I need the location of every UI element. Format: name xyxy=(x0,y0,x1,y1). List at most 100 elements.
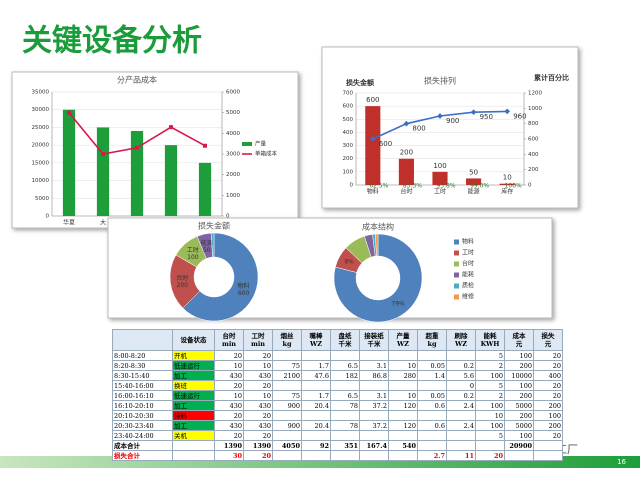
table-cell: 20 xyxy=(214,410,244,421)
y-tick-label: 700 xyxy=(343,91,354,97)
header-cell: 成本 元 xyxy=(504,329,534,351)
header-cell: 烟丝 kg xyxy=(272,329,302,351)
table-cell xyxy=(446,410,476,421)
table-cell: 低速运行 xyxy=(172,360,215,371)
y-tick-label: 5000 xyxy=(35,196,49,202)
donut-slice xyxy=(333,233,423,323)
table-cell: 20 xyxy=(214,350,244,361)
header-cell: 能耗 KWH xyxy=(475,329,505,351)
table-cell: 5 xyxy=(475,430,505,441)
chart-title: 损失金额 xyxy=(198,221,230,231)
table-cell: 20 xyxy=(533,350,563,361)
y2-tick-label: 1000 xyxy=(226,193,240,199)
x-tick-label: 库存 xyxy=(501,188,513,196)
legend-label: 维修 xyxy=(462,293,474,301)
table-cell: 低速运行 xyxy=(172,390,215,401)
y2-tick-label: 400 xyxy=(528,152,539,158)
donut-slice xyxy=(210,232,215,258)
table-cell xyxy=(359,410,389,421)
y-tick-label: 10000 xyxy=(32,178,50,184)
y2-tick-label: 0 xyxy=(226,214,230,220)
table-cell: 900 xyxy=(272,420,302,431)
table-row: 8:20-8:30 低速运行 10 10 75 1.7 6.5 3.1 10 0.05 0.2 2 20… xyxy=(112,360,563,371)
line-marker xyxy=(169,125,173,130)
table-cell: 430 xyxy=(243,420,273,431)
table-cell: 20 xyxy=(533,430,563,441)
legend-swatch xyxy=(454,272,459,278)
x-tick-label: 台时 xyxy=(400,188,412,196)
header-cell: 盘纸 千米 xyxy=(330,329,360,351)
table-cell: 16:10-20:10 xyxy=(112,400,173,411)
bar-value-label: 200 xyxy=(400,149,413,157)
table-cell: 120 xyxy=(388,400,418,411)
header-cell: 接装纸 千米 xyxy=(359,329,389,351)
x-tick-label: 物料 xyxy=(367,188,379,196)
slice-label: 79% xyxy=(392,301,406,308)
table-cell: 10 xyxy=(243,390,273,401)
table-cell: 20 xyxy=(243,350,273,361)
chart-title: 分产品成本 xyxy=(117,75,157,85)
y2-tick-label: 2000 xyxy=(226,172,240,178)
y2-tick-label: 5000 xyxy=(226,110,240,116)
table-cell: 92 xyxy=(301,440,331,451)
table-cell: 20 xyxy=(533,360,563,371)
table-cell: 20 xyxy=(214,380,244,391)
bar xyxy=(398,158,414,185)
table-cell: 10 xyxy=(388,390,418,401)
page-number: 16 xyxy=(617,458,626,466)
y-tick-label: 35000 xyxy=(32,90,50,96)
table-cell: 20 xyxy=(243,430,273,441)
line-marker xyxy=(203,143,207,148)
y2-tick-label: 600 xyxy=(528,137,539,143)
table-cell: 换班 xyxy=(172,380,215,391)
header-cell: 产量 WZ xyxy=(388,329,418,351)
table-cell: 5000 xyxy=(504,420,534,431)
table-cell xyxy=(417,440,447,451)
chart-panel xyxy=(11,71,299,229)
table-cell: 20 xyxy=(243,380,273,391)
table-cell: 430 xyxy=(243,400,273,411)
header-cell: 损失 元 xyxy=(533,329,563,351)
table-cell: 8:20-8:30 xyxy=(112,360,173,371)
header-row: 设备状态 台时 min 工时 min 烟丝 kg 嘴棒 WZ 盘纸 千米 接装纸 千米 产量 … xyxy=(112,329,563,351)
bar xyxy=(96,127,110,216)
table-cell: 100 xyxy=(475,400,505,411)
legend-label: 单箱成本 xyxy=(255,150,278,158)
table-cell: 待料 xyxy=(172,410,215,421)
table-cell xyxy=(272,350,302,361)
table-cell: 30 xyxy=(214,450,244,461)
table-cell xyxy=(330,410,360,421)
annotation: 83.3% xyxy=(403,183,422,190)
table-cell xyxy=(388,430,418,441)
table-row: 16:00-16:10 低速运行 10 10 75 1.7 6.5 3.1 10 0.05 0.2 2… xyxy=(112,390,563,401)
table-cell: 10 xyxy=(214,360,244,371)
table-cell: 10000 xyxy=(504,370,534,381)
y-tick-label: 20000 xyxy=(32,143,50,149)
table-cell: 20 xyxy=(533,390,563,401)
table-row: 16:10-20:10 加工 430 430 900 20.4 78 37.2 120 0.6 2.… xyxy=(112,400,563,411)
y-tick-label: 30000 xyxy=(32,107,50,113)
table-cell: 430 xyxy=(214,420,244,431)
bar xyxy=(62,109,76,216)
charts: 分产品成本05000100001500020000250003000035000… xyxy=(32,73,569,323)
table-cell: 200 xyxy=(504,360,534,371)
table-cell: 3.1 xyxy=(359,390,389,401)
table-cell: 100 xyxy=(504,350,534,361)
table-cell: 75 xyxy=(272,360,302,371)
header-cell: 工时 min xyxy=(243,329,273,351)
table-cell xyxy=(359,350,389,361)
table-cell: 开机 xyxy=(172,350,215,361)
y-tick-label: 0 xyxy=(46,214,50,220)
y2-tick-label: 4000 xyxy=(226,131,240,137)
table-cell: 2.4 xyxy=(446,420,476,431)
table-cell: 10 xyxy=(388,360,418,371)
table-cell: 100 xyxy=(533,410,563,421)
table-cell: 加工 xyxy=(172,370,215,381)
table-cell: 900 xyxy=(272,400,302,411)
table-cell xyxy=(330,430,360,441)
table-cell xyxy=(330,350,360,361)
y-tick-label: 15000 xyxy=(32,160,50,166)
table-cell: 1390 xyxy=(243,440,273,451)
table-cell xyxy=(359,380,389,391)
